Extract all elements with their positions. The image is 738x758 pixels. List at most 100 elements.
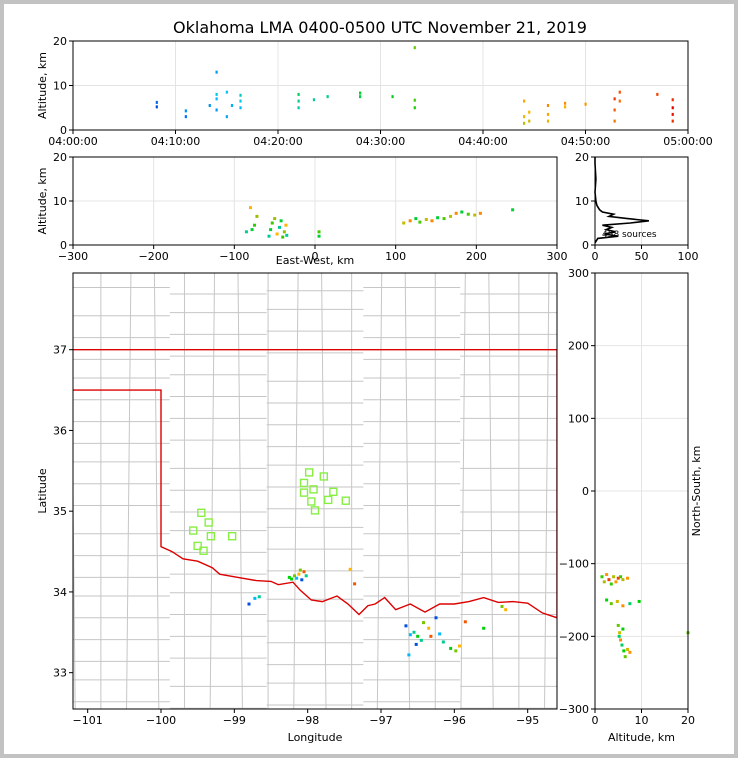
county-line	[321, 273, 327, 709]
time-altitude-source-point	[671, 112, 674, 116]
plan-view-source-point	[414, 642, 418, 646]
north-south-source-point	[619, 575, 623, 579]
time-altitude-source-point	[312, 98, 316, 102]
plan-view-source-point	[253, 596, 257, 600]
north-south-axis-y-tick-label: 0	[582, 485, 589, 498]
longitude-axis-label: Longitude	[288, 731, 343, 744]
time-altitude-source-point	[413, 98, 416, 102]
north-south-source-point	[637, 599, 641, 603]
time-axis-x-tick-label: 04:40:00	[458, 135, 507, 148]
plan-view-source-point	[500, 604, 504, 608]
time-altitude-source-point	[359, 91, 362, 95]
time-altitude-source-point	[155, 105, 158, 109]
east-west-source-point	[244, 230, 248, 234]
east-west-source-point	[436, 216, 440, 220]
east-west-source-point	[454, 211, 458, 215]
north-south-source-point	[623, 655, 627, 659]
north-south-axis-y-tick-label: 300	[568, 267, 589, 280]
plan-view-source-point	[427, 626, 431, 630]
lma-station-marker	[307, 497, 316, 506]
east-west-source-point	[430, 219, 434, 223]
plan-view-source-point	[463, 620, 467, 624]
plan-view-source-point	[457, 644, 461, 648]
east-west-source-point	[279, 219, 283, 223]
plan-view-source-point	[298, 568, 302, 572]
east-west-source-point	[284, 223, 288, 227]
time-altitude-source-point	[546, 112, 550, 116]
east-west-source-point	[460, 210, 464, 214]
plan-view-source-point	[429, 634, 433, 638]
east-west-axis-x-tick-label: 300	[547, 250, 568, 263]
east-west-source-point	[281, 235, 285, 239]
latitude-axis-y-tick-label: 35	[53, 505, 67, 518]
lma-station-marker	[193, 541, 202, 551]
east-west-source-point	[449, 214, 453, 218]
longitude-axis-x-tick-label: −100	[146, 714, 176, 727]
lma-station-marker	[309, 485, 318, 494]
north-south-source-point	[618, 631, 622, 635]
north-south-source-point	[628, 602, 632, 606]
lma-station-marker	[304, 468, 314, 477]
time-altitude-source-point	[215, 70, 218, 74]
time-altitude-source-point	[671, 106, 674, 110]
time-axis-x-tick-label: 04:30:00	[356, 135, 405, 148]
north-south-altitude-axis-x-tick-label: 10	[635, 714, 649, 727]
east-west-source-point	[282, 230, 286, 234]
time-altitude-source-point	[359, 95, 362, 99]
north-south-source-point	[621, 627, 625, 631]
plan-view-source-point	[353, 582, 357, 586]
time-axis-x-tick-label: 04:50:00	[561, 135, 610, 148]
plan-view-source-point	[300, 578, 304, 582]
longitude-axis-x-tick-label: −99	[223, 714, 246, 727]
time-altitude-source-point	[239, 93, 242, 97]
north-south-axis-y-tick-label: −100	[559, 558, 589, 571]
north-south-source-point	[612, 575, 616, 579]
time-altitude-source-point	[564, 105, 567, 109]
east-west-axis-x-tick-label: 0	[312, 250, 319, 263]
longitude-axis-x-tick-label: −97	[369, 714, 392, 727]
county-line	[293, 273, 299, 709]
north-south-source-point	[614, 580, 618, 584]
east-west-y-axis-label: Altitude, km	[36, 167, 49, 234]
east-west-axis-x-tick-label: −100	[219, 250, 249, 263]
time-altitude-source-point	[613, 108, 616, 112]
longitude-axis-x-tick-label: −95	[516, 714, 539, 727]
time-altitude-source-point	[184, 115, 187, 119]
lma-station-marker	[329, 487, 338, 497]
north-south-source-point	[616, 623, 620, 627]
east-west-source-point	[317, 234, 321, 238]
east-west-source-point	[466, 212, 470, 216]
north-south-source-point	[609, 602, 613, 606]
longitude-axis-x-tick-label: −96	[443, 714, 466, 727]
lma-station-marker	[299, 478, 309, 488]
histogram-count-axis-x-tick-label: 50	[635, 250, 649, 263]
north-south-source-point	[628, 650, 632, 654]
plan-view-source-point	[304, 574, 308, 578]
latitude-axis-y-tick-label: 37	[53, 344, 67, 357]
plan-view-panel-background	[73, 273, 557, 709]
time-altitude-source-point	[528, 110, 531, 114]
longitude-axis-x-tick-label: −101	[73, 714, 103, 727]
chart-title: Oklahoma LMA 0400-0500 UTC November 21, …	[173, 18, 587, 37]
north-south-source-point	[622, 649, 626, 653]
north-south-axis-y-tick-label: −300	[559, 703, 589, 716]
east-west-source-point	[273, 217, 277, 221]
north-south-source-point	[602, 580, 606, 584]
plan-view-source-point	[504, 608, 508, 612]
lma-station-marker	[324, 495, 333, 505]
east-west-altitude-axis-y-tick-label: 20	[53, 151, 67, 164]
east-west-axis-x-tick-label: 200	[466, 250, 487, 263]
time-altitude-source-point	[215, 108, 218, 112]
time-altitude-source-point	[613, 97, 616, 101]
plan-view-source-point	[408, 633, 412, 637]
plan-view-source-point	[419, 638, 423, 642]
time-altitude-source-point	[413, 46, 416, 50]
east-west-source-point	[478, 211, 482, 215]
time-altitude-source-point	[671, 98, 674, 102]
histogram-count-axis-x-tick-label: 0	[592, 250, 599, 263]
plan-view-source-point	[247, 602, 251, 606]
time-altitude-source-point	[184, 109, 187, 113]
east-west-axis-x-tick-label: −300	[58, 250, 88, 263]
time-altitude-source-point	[230, 104, 234, 108]
plan-view-source-point	[297, 572, 301, 576]
